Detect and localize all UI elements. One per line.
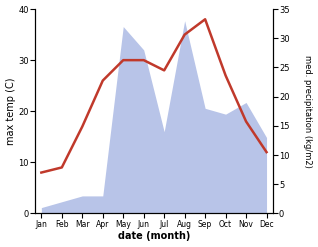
Y-axis label: med. precipitation (kg/m2): med. precipitation (kg/m2) <box>303 55 313 168</box>
Y-axis label: max temp (C): max temp (C) <box>5 78 16 145</box>
X-axis label: date (month): date (month) <box>118 231 190 242</box>
